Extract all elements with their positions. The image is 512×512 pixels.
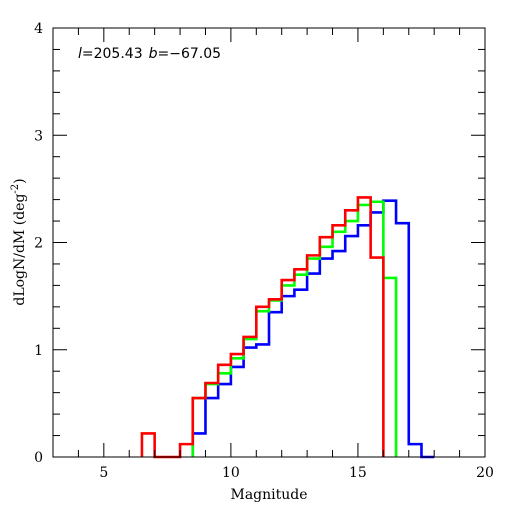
b-symbol: b <box>149 46 158 62</box>
x-tick-label: 10 <box>222 465 240 481</box>
y-tick-label: 1 <box>34 343 43 359</box>
y-axis-title: dLogN/dM (deg-2) <box>10 178 28 305</box>
plot-frame <box>52 27 486 458</box>
x-tick-label: 20 <box>476 465 494 481</box>
histogram-series-2 <box>191 200 398 457</box>
histogram-series-1 <box>191 199 435 459</box>
y-tick-label: 4 <box>34 21 43 37</box>
histogram-series-3 <box>140 196 385 459</box>
y-tick-label: 2 <box>34 236 43 252</box>
x-axis-title: Magnitude <box>230 487 307 503</box>
field-coordinates-annotation: l=205.43 b=−67.05 <box>78 46 221 62</box>
y-axis-title-exponent: -2 <box>10 184 21 194</box>
ticks-layer: 5 10 15 20 0 1 2 3 4 <box>34 21 494 481</box>
y-axis-title-main: dLogN/dM (deg <box>12 194 28 306</box>
y-tick-label: 0 <box>34 450 43 466</box>
b-value: =−67.05 <box>158 46 222 62</box>
series-layer <box>140 196 435 459</box>
y-axis-title-close: ) <box>12 178 28 183</box>
l-symbol: l <box>78 46 82 62</box>
y-tick-label: 3 <box>34 128 43 144</box>
x-tick-label: 5 <box>99 465 108 481</box>
x-tick-label: 15 <box>349 465 367 481</box>
l-value: =205.43 <box>82 46 143 62</box>
